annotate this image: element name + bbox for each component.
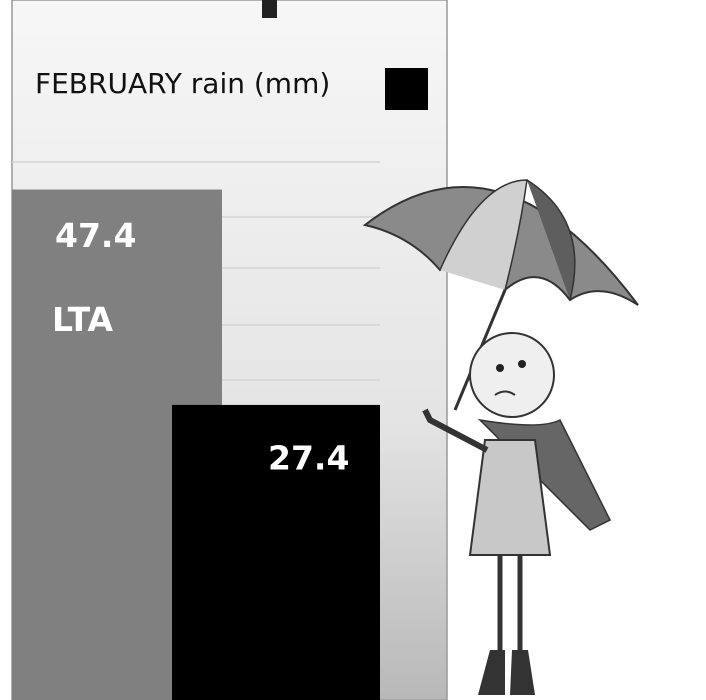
category-label: LTA bbox=[52, 300, 114, 339]
legend-swatch bbox=[385, 68, 428, 110]
value-label: 27.4 bbox=[268, 438, 349, 477]
chart: FEBRUARY rain (mm) 47.4 LTA 27.4 bbox=[0, 0, 706, 700]
value-label: 47.4 bbox=[55, 216, 136, 255]
panel-tab bbox=[262, 0, 277, 18]
legend-label: FEBRUARY rain (mm) bbox=[35, 67, 330, 100]
